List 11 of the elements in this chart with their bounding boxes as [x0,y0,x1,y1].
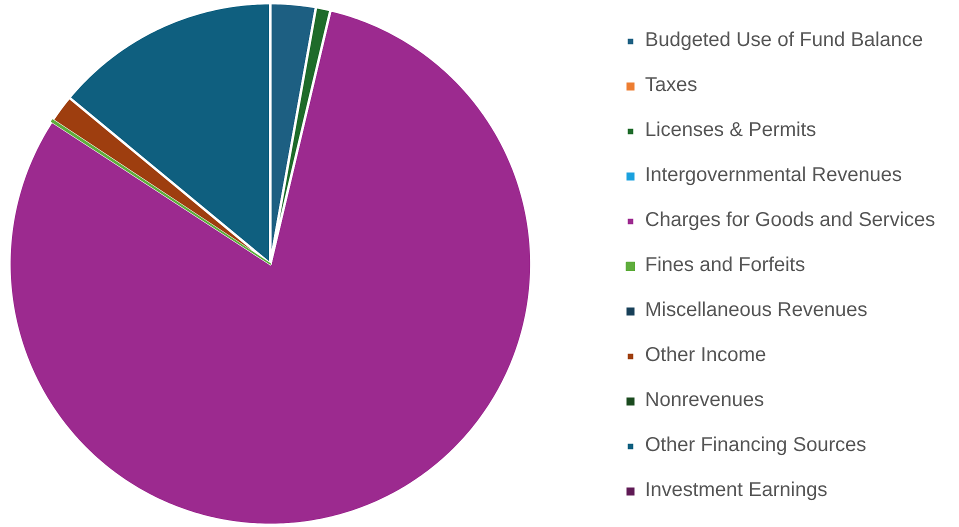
legend-label: Intergovernmental Revenues [645,164,902,187]
legend-label: Other Income [645,344,766,367]
legend-label: Budgeted Use of Fund Balance [645,29,923,52]
legend-label: Licenses & Permits [645,119,816,142]
legend-label: Charges for Goods and Services [645,209,936,232]
legend-label: Miscellaneous Revenues [645,299,868,322]
legend-label: Nonrevenues [645,389,764,412]
legend-label: Investment Earnings [645,479,828,502]
legend-label: Taxes [645,74,698,97]
legend-label: Fines and Forfeits [645,254,806,277]
legend-label: Other Financing Sources [645,434,866,457]
